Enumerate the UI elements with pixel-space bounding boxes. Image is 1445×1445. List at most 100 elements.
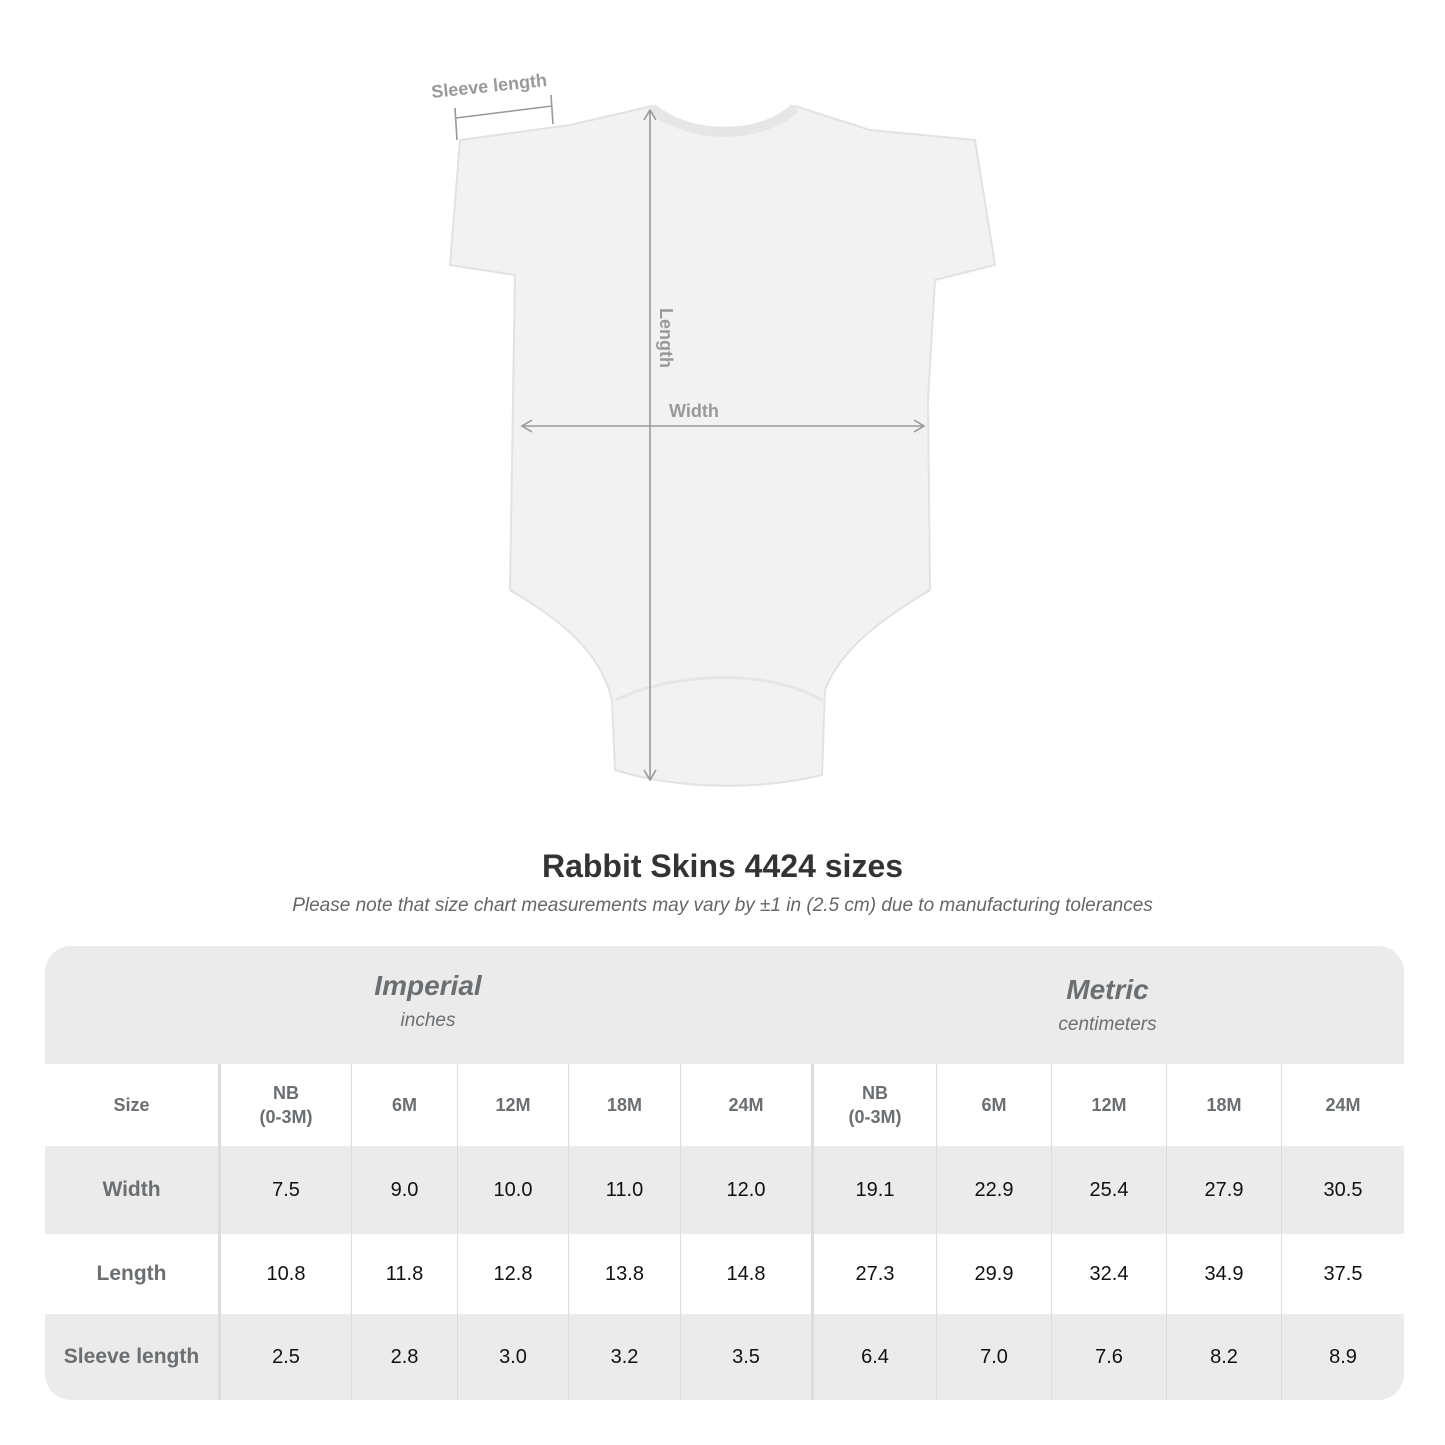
cell-text: 12.8 bbox=[493, 1262, 533, 1285]
metric-value: 8.2 bbox=[1166, 1314, 1281, 1400]
cell-text: 25.4 bbox=[1089, 1178, 1129, 1201]
size-column-header: 24M bbox=[680, 1064, 811, 1146]
size-column-header: 18M bbox=[568, 1064, 680, 1146]
imperial-value: 12.0 bbox=[680, 1146, 811, 1234]
metric-value: 32.4 bbox=[1051, 1234, 1166, 1314]
metric-value: 7.6 bbox=[1051, 1314, 1166, 1400]
table-row: Width 7.5 9.0 10.0 11.0 12.0 19.1 22.9 25.4 27.9 3… bbox=[45, 1146, 1404, 1234]
imperial-value: 3.0 bbox=[457, 1314, 568, 1400]
cell-text: 2.8 bbox=[390, 1345, 419, 1368]
cell-text: 18M bbox=[606, 1095, 642, 1115]
metric-value: 19.1 bbox=[811, 1146, 936, 1234]
tolerance-note: Please note that size chart measurements… bbox=[292, 895, 1153, 916]
imperial-value: 9.0 bbox=[351, 1146, 457, 1234]
metric-value: 34.9 bbox=[1166, 1234, 1281, 1314]
size-table: Imperial inches Metric centimeters Size N… bbox=[45, 946, 1404, 1400]
size-column-header: 24M bbox=[1281, 1064, 1404, 1146]
width-label: Width bbox=[669, 401, 719, 421]
imperial-value: 7.5 bbox=[218, 1146, 351, 1234]
cell-text: 7.0 bbox=[980, 1345, 1008, 1368]
cell-text: Length bbox=[96, 1262, 167, 1285]
cell-text: 37.5 bbox=[1323, 1262, 1363, 1285]
cell-text: 6M bbox=[981, 1095, 1007, 1115]
cell-text: NB (0-3M) bbox=[848, 1083, 902, 1127]
cell-text: NB (0-3M) bbox=[259, 1083, 313, 1127]
sleeve-arrow bbox=[455, 105, 553, 119]
metric-value: 30.5 bbox=[1281, 1146, 1404, 1234]
size-column-header: 12M bbox=[1051, 1064, 1166, 1146]
imperial-value: 14.8 bbox=[680, 1234, 811, 1314]
cell-text: 7.6 bbox=[1095, 1345, 1123, 1368]
cell-text: 8.9 bbox=[1329, 1345, 1357, 1368]
cell-text: 27.3 bbox=[855, 1262, 895, 1285]
cell-text: 10.8 bbox=[266, 1262, 306, 1285]
size-column-header: 6M bbox=[351, 1064, 457, 1146]
cell-text: 29.9 bbox=[974, 1262, 1014, 1285]
metric-value: 27.9 bbox=[1166, 1146, 1281, 1234]
cell-text: Sleeve length bbox=[63, 1345, 200, 1368]
system-name: Metric bbox=[1066, 974, 1149, 1005]
page-title: Rabbit Skins 4424 sizes bbox=[541, 848, 904, 884]
length-label: Length bbox=[656, 308, 676, 368]
cell-text: Size bbox=[113, 1095, 150, 1115]
sleeve-length-label: Sleeve length bbox=[430, 70, 548, 102]
imperial-value: 3.5 bbox=[680, 1314, 811, 1400]
imperial-value: 11.0 bbox=[568, 1146, 680, 1234]
imperial-value: 10.8 bbox=[218, 1234, 351, 1314]
imperial-value: 2.5 bbox=[218, 1314, 351, 1400]
imperial-value: 2.8 bbox=[351, 1314, 457, 1400]
row-label: Sleeve length bbox=[45, 1314, 218, 1400]
cell-text: 12M bbox=[1091, 1095, 1127, 1115]
size-header-row: Size NB (0-3M) 6M 12M 18M 24M NB (0-3M) 6M 12M 18… bbox=[45, 1064, 1404, 1146]
cell-text: 11.8 bbox=[385, 1262, 424, 1285]
row-label: Width bbox=[45, 1146, 218, 1234]
imperial-value: 3.2 bbox=[568, 1314, 680, 1400]
onesie-diagram: Sleeve length Length Width bbox=[430, 70, 997, 787]
metric-value: 27.3 bbox=[811, 1234, 936, 1314]
cell-text: 19.1 bbox=[855, 1178, 895, 1201]
imperial-value: 12.8 bbox=[457, 1234, 568, 1314]
system-name: Imperial bbox=[374, 970, 482, 1001]
cell-text: 7.5 bbox=[272, 1178, 300, 1201]
imperial-header: Imperial inches bbox=[45, 946, 811, 1064]
cell-text: 24M bbox=[728, 1095, 764, 1115]
cell-text: 3.2 bbox=[610, 1345, 639, 1368]
cell-text: Width bbox=[102, 1178, 161, 1201]
size-column-header: 12M bbox=[457, 1064, 568, 1146]
cell-text: 6.4 bbox=[861, 1345, 889, 1368]
size-column-header: NB (0-3M) bbox=[811, 1064, 936, 1146]
cell-text: 34.9 bbox=[1204, 1262, 1244, 1285]
metric-value: 7.0 bbox=[936, 1314, 1051, 1400]
cell-text: 14.8 bbox=[726, 1262, 766, 1285]
size-column-header: 18M bbox=[1166, 1064, 1281, 1146]
cell-text: 27.9 bbox=[1204, 1178, 1244, 1201]
cell-text: 3.5 bbox=[732, 1345, 760, 1368]
metric-value: 29.9 bbox=[936, 1234, 1051, 1314]
cell-text: 22.9 bbox=[974, 1178, 1014, 1201]
metric-value: 22.9 bbox=[936, 1146, 1051, 1234]
row-label: Length bbox=[45, 1234, 218, 1314]
size-column-header: 6M bbox=[936, 1064, 1051, 1146]
metric-value: 37.5 bbox=[1281, 1234, 1404, 1314]
metric-header: Metric centimeters bbox=[811, 946, 1404, 1064]
cell-text: 12.0 bbox=[726, 1178, 766, 1201]
cell-text: 8.2 bbox=[1210, 1345, 1238, 1368]
imperial-value: 13.8 bbox=[568, 1234, 680, 1314]
system-unit: centimeters bbox=[1058, 1014, 1157, 1035]
cell-text: 18M bbox=[1206, 1095, 1242, 1115]
cell-text: 30.5 bbox=[1323, 1178, 1363, 1201]
cell-text: 24M bbox=[1325, 1095, 1361, 1115]
imperial-value: 10.0 bbox=[457, 1146, 568, 1234]
metric-value: 8.9 bbox=[1281, 1314, 1404, 1400]
table-row: Sleeve length 2.5 2.8 3.0 3.2 3.5 6.4 7.0 7.6 8.2… bbox=[45, 1314, 1404, 1400]
cell-text: 13.8 bbox=[605, 1262, 644, 1285]
system-unit: inches bbox=[400, 1010, 456, 1031]
cell-text: 10.0 bbox=[493, 1178, 533, 1201]
cell-text: 9.0 bbox=[390, 1178, 419, 1201]
metric-value: 25.4 bbox=[1051, 1146, 1166, 1234]
row-label: Size bbox=[45, 1064, 218, 1146]
metric-value: 6.4 bbox=[811, 1314, 936, 1400]
cell-text: 11.0 bbox=[605, 1178, 644, 1201]
cell-text: 32.4 bbox=[1089, 1262, 1129, 1285]
cell-text: 12M bbox=[495, 1095, 531, 1115]
